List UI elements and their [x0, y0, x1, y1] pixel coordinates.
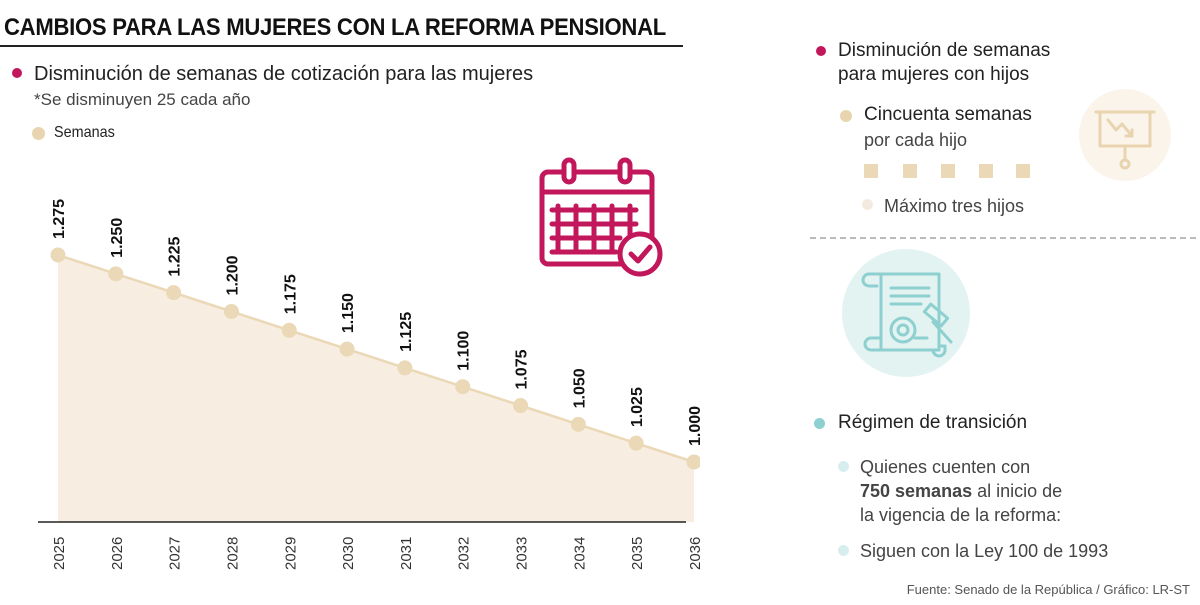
week-square-4 [979, 164, 993, 178]
data-point-2029 [281, 322, 297, 338]
x-tick-2026: 2026 [109, 537, 126, 570]
vigencia-reforma: la vigencia de la reforma: [860, 505, 1062, 525]
maximo-tres-hijos: Máximo tres hijos [884, 196, 1025, 216]
data-label-2028: 1.200 [224, 255, 241, 295]
x-tick-2035: 2035 [629, 537, 646, 570]
week-square-3 [941, 164, 955, 178]
title-rule [0, 45, 683, 47]
data-point-2036 [686, 454, 700, 470]
data-label-2032: 1.100 [456, 331, 473, 371]
bullet-magenta [12, 68, 22, 78]
por-cada-hijo: por cada hijo [864, 130, 968, 150]
bullet-teal [814, 418, 825, 429]
legend-swatch [32, 127, 45, 140]
chart-heading: Disminución de semanas de cotización par… [34, 63, 534, 85]
area-fill [58, 255, 694, 522]
data-point-2030 [339, 341, 355, 357]
week-square-5 [1016, 164, 1030, 178]
x-tick-2030: 2030 [340, 537, 357, 570]
data-label-2030: 1.150 [340, 293, 357, 333]
750-semanas: 750 semanas [860, 481, 973, 501]
data-point-2028 [223, 303, 239, 319]
quienes-cuenten: Quienes cuenten con [860, 457, 1031, 477]
data-label-2036: 1.000 [687, 406, 700, 446]
x-tick-2034: 2034 [571, 537, 588, 570]
hijos-heading-line2: para mujeres con hijos [838, 64, 1030, 85]
source-credit: Fuente: Senado de la República / Gráfico… [906, 582, 1190, 597]
x-tick-2032: 2032 [456, 537, 473, 570]
data-point-2025 [50, 247, 66, 263]
certificate-gavel-icon [842, 249, 970, 377]
presentation-chart-down-icon [1079, 89, 1171, 181]
data-label-2034: 1.050 [571, 368, 588, 408]
hijos-heading-line1: Disminución de semanas [838, 40, 1051, 61]
data-point-2027 [166, 285, 182, 301]
area-chart: 1.275 2025 1.250 2026 1.225 2027 1.200 2028 1.17… [38, 199, 700, 570]
chart-note: *Se disminuyen 25 cada año [34, 90, 251, 109]
x-tick-2025: 2025 [51, 537, 68, 570]
data-label-2031: 1.125 [398, 312, 415, 352]
inicio-de: al inicio de [972, 481, 1063, 501]
page-title: CAMBIOS PARA LAS MUJERES CON LA REFORMA … [4, 14, 666, 41]
x-tick-2031: 2031 [398, 537, 415, 570]
section-divider [810, 237, 1196, 239]
x-tick-2029: 2029 [282, 537, 299, 570]
data-point-2033 [513, 398, 529, 414]
cincuenta-semanas: Cincuenta semanas [864, 104, 1032, 125]
data-point-2031 [397, 360, 413, 376]
data-label-2029: 1.175 [282, 274, 299, 314]
x-tick-2036: 2036 [687, 537, 700, 570]
bullet-light-teal-1 [838, 461, 849, 472]
data-point-2032 [455, 379, 471, 395]
data-point-2034 [570, 416, 586, 432]
week-square-1 [864, 164, 878, 178]
x-tick-2027: 2027 [167, 537, 184, 570]
data-point-2026 [108, 266, 124, 282]
data-label-2033: 1.075 [514, 349, 531, 389]
data-label-2035: 1.025 [629, 387, 646, 427]
semanas-line: 750 semanas al inicio de [860, 479, 1062, 503]
calendar-check-icon [539, 157, 663, 277]
bullet-light-beige [862, 199, 873, 210]
bullet-magenta-right [816, 46, 826, 56]
legend-label: Semanas [54, 124, 115, 141]
data-label-2025: 1.275 [51, 199, 68, 239]
regimen-heading: Régimen de transición [838, 412, 1028, 433]
x-tick-2033: 2033 [514, 537, 531, 570]
data-point-2035 [628, 435, 644, 451]
bullet-beige [840, 110, 852, 122]
bullet-light-teal-2 [838, 545, 849, 556]
data-label-2026: 1.250 [109, 218, 126, 258]
data-label-2027: 1.225 [167, 236, 184, 276]
week-square-2 [903, 164, 917, 178]
series-line [57, 253, 695, 464]
x-tick-2028: 2028 [224, 537, 241, 570]
ley-100: Siguen con la Ley 100 de 1993 [860, 541, 1109, 561]
